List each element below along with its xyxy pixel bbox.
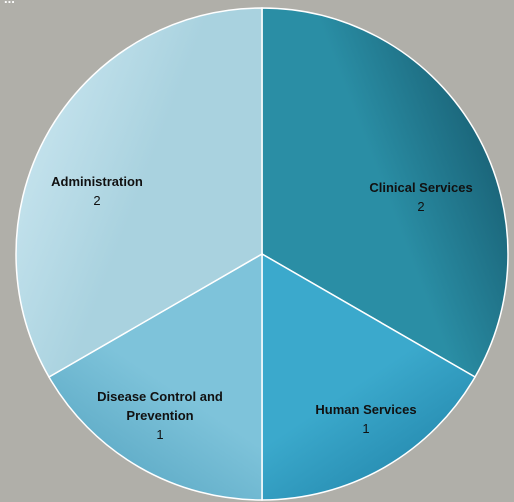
pie-slice-disease-control-and-prevention	[47, 252, 263, 501]
slice-label-administration: Administration	[51, 174, 143, 189]
slice-value-administration: 2	[93, 193, 100, 208]
chart-title: ...	[4, 0, 15, 6]
slice-label-clinical-services: Clinical Services	[369, 180, 472, 195]
pie-slice-administration	[15, 7, 263, 379]
slice-label-human-services: Human Services	[315, 402, 416, 417]
slice-value-human-services: 1	[362, 421, 369, 436]
slice-value-clinical-services: 2	[417, 199, 424, 214]
slice-label-disease-control-and-prevention: Disease Control and Prevention	[97, 389, 223, 423]
slice-value-disease-control-and-prevention: 1	[156, 427, 163, 442]
pie-slice-human-services	[261, 252, 477, 501]
pie-slice-clinical-services	[261, 7, 509, 379]
